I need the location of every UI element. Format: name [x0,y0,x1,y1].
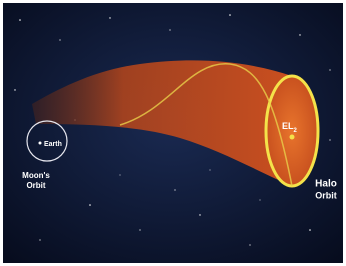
moons-orbit-label: Moon's [22,171,50,180]
halo-orbit-label: Orbit [315,190,337,200]
page: {"labels": { "earth": "Earth", "moons_or… [0,0,346,266]
moons-orbit-label: Orbit [26,181,45,190]
halo-orbit-label: Halo [315,179,337,190]
el2-main: EL [282,121,294,131]
earth-label: Earth [44,141,62,148]
el2-point [290,135,295,140]
earth-dot [39,142,42,145]
illustration: Earth Moon's Orbit EL2 Halo Orbit [0,0,346,266]
